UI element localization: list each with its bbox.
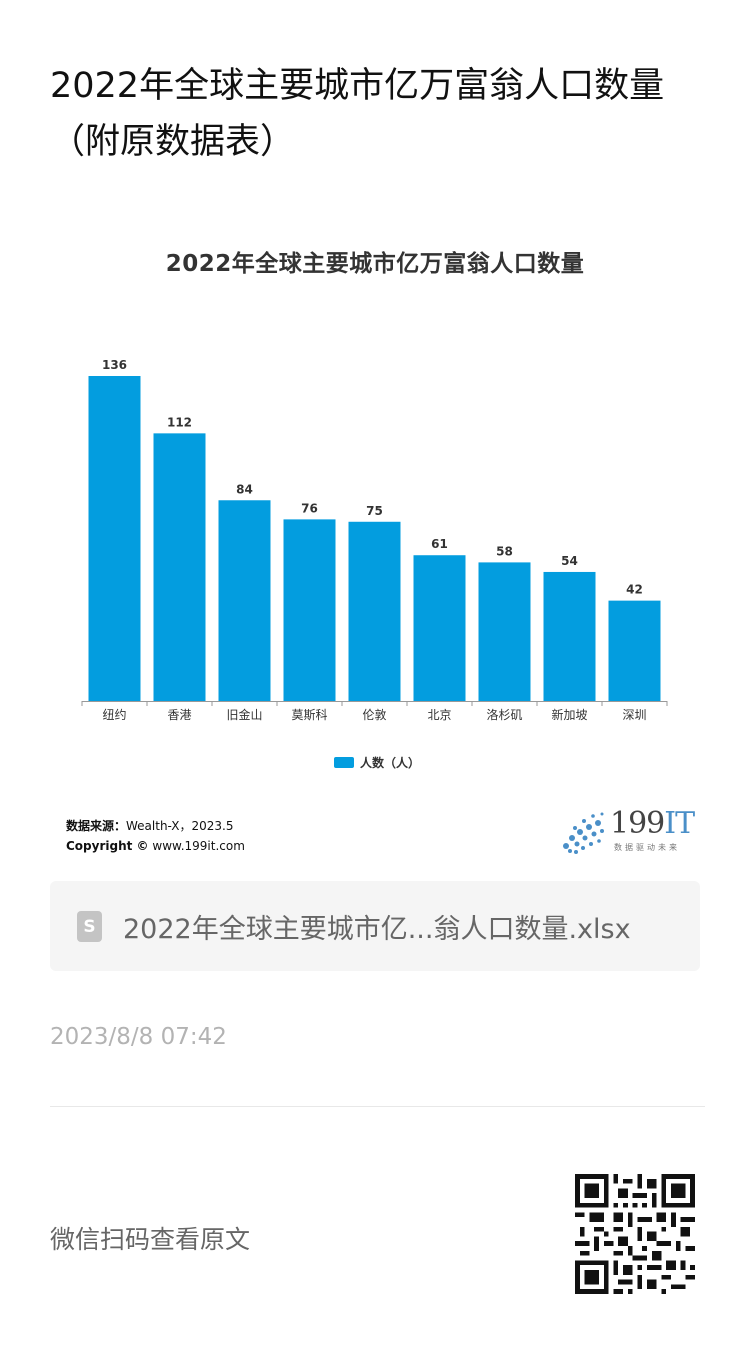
x-tick-label: 香港 <box>167 708 191 722</box>
source-label: 数据来源： <box>66 819 127 833</box>
data-label: 54 <box>561 554 578 568</box>
logo-tagline: 数据驱动未来 <box>614 843 680 852</box>
logo-letters: IT <box>664 806 695 841</box>
attachment-file-name: 2022年全球主要城市亿...翁人口数量.xlsx <box>123 913 631 945</box>
page-title-line2: （附原数据表） <box>50 122 296 162</box>
data-label: 42 <box>626 583 643 597</box>
legend-label: 人数（人） <box>360 756 421 770</box>
source-line: 数据来源：Wealth-X，2023.5 <box>66 816 245 836</box>
data-label: 112 <box>167 415 192 429</box>
bar-chart: 136 纽约 112 香港 84 旧金山 76 莫斯科 75 伦敦 61 北京 58 洛杉矶 54 新加坡 42… <box>81 358 668 722</box>
bar-新加坡 <box>543 571 596 701</box>
x-tick-label: 旧金山 <box>226 707 262 722</box>
data-label: 58 <box>496 544 513 558</box>
x-tick-label: 洛杉矶 <box>486 707 522 722</box>
page-title: 2022年全球主要城市亿万富翁人口数量 （附原数据表） <box>50 58 710 170</box>
199it-logo: 199IT 数据驱动未来 <box>558 806 698 858</box>
data-label: 61 <box>431 537 448 551</box>
page-title-line1: 2022年全球主要城市亿万富翁人口数量 <box>50 66 665 106</box>
bar-纽约 <box>88 376 141 701</box>
copyright-value: www.199it.com <box>152 839 245 853</box>
data-label: 84 <box>236 482 253 496</box>
scan-prompt: 微信扫码查看原文 <box>50 1225 251 1254</box>
data-label: 136 <box>102 358 127 372</box>
data-source: 数据来源：Wealth-X，2023.5 Copyright © www.199… <box>66 816 245 856</box>
x-tick-label: 北京 <box>427 708 451 722</box>
copyright-label: Copyright © <box>66 839 149 853</box>
data-label: 76 <box>301 501 318 515</box>
bar-北京 <box>413 555 466 701</box>
logo-text: 199IT <box>610 806 695 841</box>
bar-莫斯科 <box>283 519 336 701</box>
qr-code[interactable] <box>575 1174 695 1294</box>
attachment-card[interactable]: 2022年全球主要城市亿...翁人口数量.xlsx <box>50 881 700 971</box>
x-tick-label: 纽约 <box>102 707 126 722</box>
spreadsheet-file-icon <box>77 910 102 942</box>
chart-title: 2022年全球主要城市亿万富翁人口数量 <box>165 251 585 277</box>
x-tick-label: 深圳 <box>622 708 646 722</box>
bar-深圳 <box>608 600 661 701</box>
x-tick-label: 莫斯科 <box>291 708 327 722</box>
source-value: Wealth-X，2023.5 <box>126 819 234 833</box>
chart-legend: 人数（人） <box>334 754 420 771</box>
logo-number: 199 <box>610 806 665 841</box>
bar-香港 <box>153 433 206 701</box>
bar-洛杉矶 <box>478 562 531 701</box>
logo-dots-icon <box>563 812 604 854</box>
bar-伦敦 <box>348 521 401 701</box>
bar-旧金山 <box>218 500 271 701</box>
x-tick-label: 新加坡 <box>551 707 587 722</box>
divider <box>50 1106 705 1107</box>
copyright-line: Copyright © www.199it.com <box>66 836 245 856</box>
data-label: 75 <box>366 504 383 518</box>
legend-swatch <box>334 757 354 768</box>
x-tick-label: 伦敦 <box>362 707 386 722</box>
publish-timestamp: 2023/8/8 07:42 <box>50 1024 227 1050</box>
